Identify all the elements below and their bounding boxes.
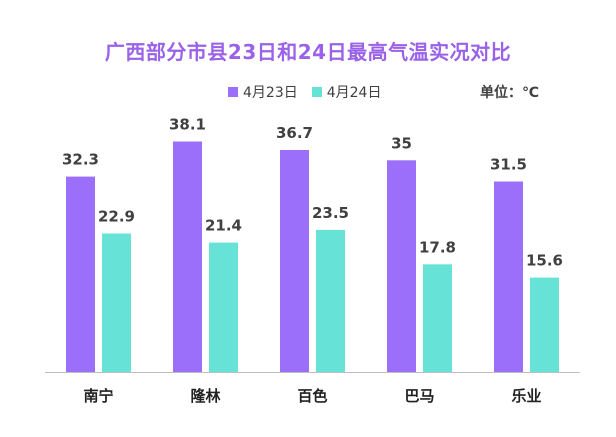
category-label-0: 南宁 <box>83 387 113 405</box>
data-label-4-24-4: 15.6 <box>526 252 563 270</box>
legend-swatch-4-24 <box>311 87 322 97</box>
bar-4-24-3 <box>423 264 452 372</box>
bar-4-23-2 <box>280 150 309 372</box>
legend: 4月23日 4月24日 <box>228 82 395 102</box>
bar-4-23-1 <box>173 141 202 372</box>
data-label-4-24-3: 17.8 <box>419 238 456 256</box>
bar-4-23-4 <box>494 181 523 372</box>
legend-item-4-23: 4月23日 <box>228 82 298 102</box>
data-label-4-23-0: 32.3 <box>62 151 99 169</box>
bar-4-24-1 <box>209 242 238 372</box>
category-label-4: 乐业 <box>511 387 541 405</box>
data-label-4-23-2: 36.7 <box>276 124 313 142</box>
data-label-4-23-1: 38.1 <box>169 116 206 134</box>
bar-4-23-0 <box>66 176 95 372</box>
category-label-3: 巴马 <box>404 387 434 405</box>
data-label-4-24-0: 22.9 <box>98 208 135 226</box>
legend-swatch-4-23 <box>228 87 238 97</box>
legend-label-4-23: 4月23日 <box>243 85 298 101</box>
category-label-1: 隆林 <box>190 387 221 405</box>
chart-title: 广西部分市县23日和24日最高气温实况对比 <box>104 40 512 64</box>
bar-4-24-0 <box>102 233 131 372</box>
data-label-4-24-2: 23.5 <box>312 204 349 222</box>
bar-4-24-2 <box>316 229 345 372</box>
category-label-2: 百色 <box>297 387 327 405</box>
bar-4-23-3 <box>387 160 416 372</box>
data-label-4-24-1: 21.4 <box>205 217 242 235</box>
unit-label: 单位：℃ <box>480 85 539 101</box>
bar-4-24-4 <box>530 277 559 372</box>
data-label-4-23-3: 35 <box>391 134 412 152</box>
data-label-4-23-4: 31.5 <box>490 156 527 174</box>
legend-label-4-24: 4月24日 <box>326 85 382 101</box>
legend-item-4-24: 4月24日 <box>311 82 382 102</box>
